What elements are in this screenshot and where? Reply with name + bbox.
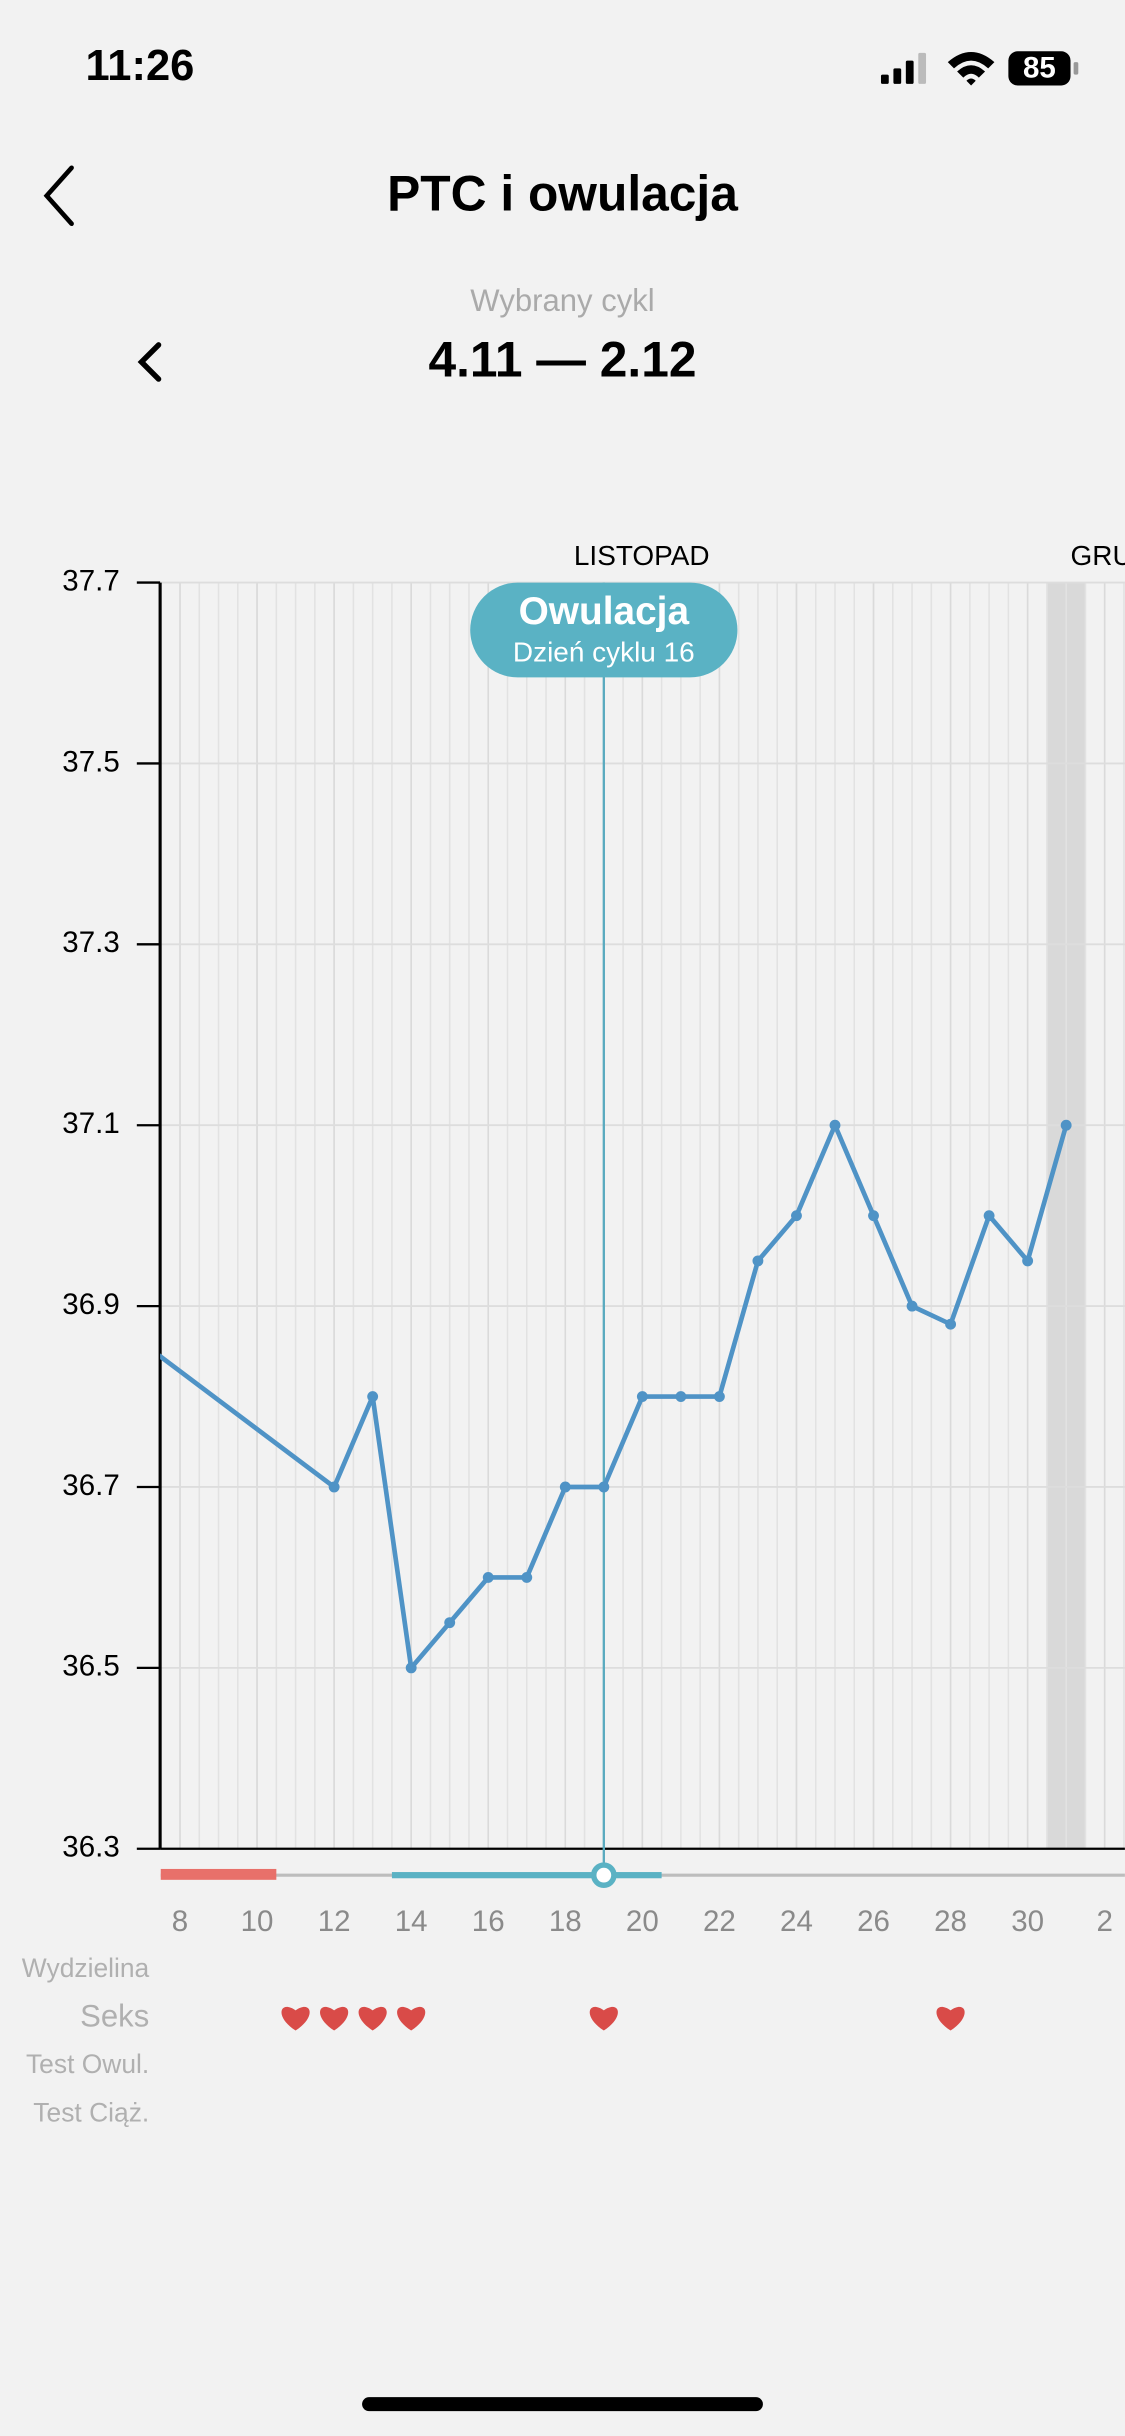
- y-tick-label: 36.3: [62, 1831, 119, 1864]
- page-title: PTC i owulacja: [387, 165, 738, 221]
- data-point: [983, 1210, 995, 1222]
- data-point: [521, 1571, 533, 1583]
- ovulation-badge: [470, 582, 738, 678]
- data-point: [868, 1210, 879, 1222]
- row-label: Test Ciąż.: [33, 2097, 149, 2127]
- y-tick-label: 37.5: [62, 745, 119, 778]
- prev-cycle-button[interactable]: [137, 342, 162, 382]
- data-point: [1060, 1119, 1072, 1131]
- home-indicator: [362, 2397, 763, 2412]
- wifi-icon: [947, 52, 995, 86]
- ovulation-subtitle: Dzień cyklu 16: [513, 636, 695, 667]
- x-tick-label: 26: [857, 1905, 890, 1938]
- x-tick-label: 16: [472, 1905, 505, 1938]
- battery-icon: [1008, 51, 1071, 86]
- x-tick-label: 30: [1011, 1905, 1044, 1938]
- data-point: [367, 1391, 379, 1402]
- status-time: 11:26: [85, 42, 194, 90]
- ovulation-dot: [591, 1862, 617, 1888]
- x-tick-label: 24: [780, 1905, 813, 1938]
- data-point: [559, 1481, 571, 1493]
- y-tick-label: 36.9: [62, 1288, 119, 1321]
- battery-level: 85: [1023, 52, 1056, 85]
- y-tick-label: 36.5: [62, 1650, 119, 1683]
- data-point: [482, 1571, 494, 1583]
- ovulation-title: Owulacja: [519, 590, 690, 633]
- x-tick-label: 28: [934, 1905, 967, 1938]
- data-point: [1022, 1255, 1034, 1267]
- heart-icon: [358, 2006, 387, 2031]
- x-tick-label: 20: [626, 1905, 659, 1938]
- heart-icon: [281, 2006, 310, 2031]
- back-button[interactable]: [43, 165, 74, 227]
- data-point: [636, 1391, 648, 1402]
- x-tick-label: 2: [1096, 1905, 1112, 1938]
- month-label: LISTOPAD: [574, 540, 710, 571]
- fertile-bar: [391, 1872, 662, 1879]
- x-tick-label: 10: [241, 1905, 274, 1938]
- x-tick-label: 8: [172, 1905, 188, 1938]
- cycle-range: 4.11 — 2.12: [428, 332, 696, 388]
- x-tick-label: 12: [318, 1905, 351, 1938]
- signal-icon: [880, 52, 927, 84]
- x-tick-label: 22: [703, 1905, 736, 1938]
- row-label: Test Owul.: [26, 2049, 149, 2079]
- data-point: [945, 1318, 957, 1330]
- data-point: [791, 1210, 802, 1222]
- month-label: GRU: [1071, 540, 1125, 571]
- data-point: [328, 1481, 340, 1493]
- data-point: [829, 1119, 841, 1131]
- y-tick-label: 37.3: [62, 926, 119, 959]
- heart-icon: [936, 2006, 965, 2031]
- cycle-label: Wybrany cykl: [470, 283, 654, 318]
- data-point: [405, 1662, 417, 1674]
- data-point: [444, 1617, 456, 1629]
- y-tick-label: 36.7: [62, 1469, 119, 1502]
- row-label: Wydzielina: [22, 1953, 150, 1983]
- data-point: [752, 1255, 764, 1267]
- row-label: Seks: [80, 1998, 149, 2033]
- heart-icon: [589, 2006, 618, 2031]
- x-tick-label: 14: [395, 1905, 428, 1938]
- heart-icon: [320, 2006, 349, 2031]
- data-point: [713, 1391, 725, 1402]
- data-point: [906, 1300, 918, 1312]
- y-tick-label: 37.1: [62, 1107, 119, 1140]
- battery-tip: [1073, 62, 1079, 75]
- x-tick-label: 18: [549, 1905, 582, 1938]
- period-bar: [160, 1868, 277, 1880]
- data-point: [675, 1391, 687, 1402]
- chart: 8 10 12 14 16 18 20 22 24 26 28 30 2 36.3 36.5 36.7 36.9…: [22, 564, 1125, 2127]
- y-tick-label: 37.7: [62, 564, 119, 597]
- series: [160, 1119, 1072, 1674]
- heart-icon: [397, 2006, 426, 2031]
- data-point: [598, 1481, 610, 1493]
